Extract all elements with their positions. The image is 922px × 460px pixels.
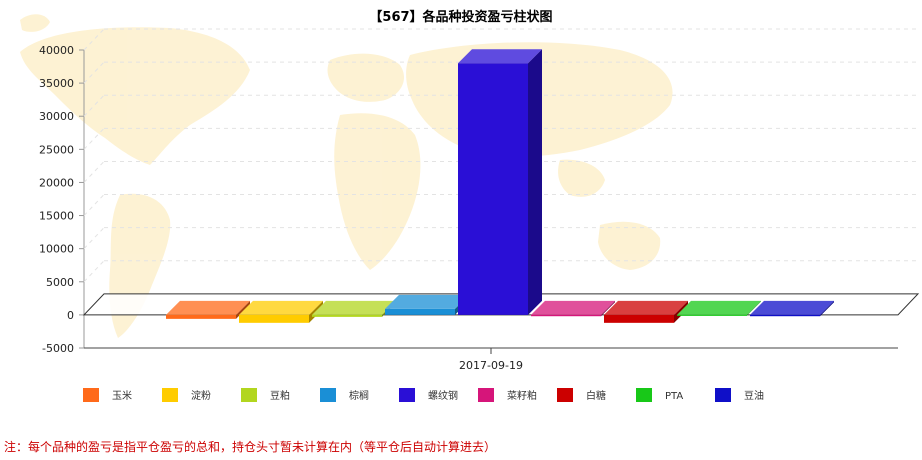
- y-tick-label: 10000: [39, 243, 74, 256]
- bar-top: [677, 300, 761, 315]
- grid-line-diagonal: [83, 61, 105, 84]
- bar-top: [239, 300, 323, 315]
- bar-front: [385, 308, 455, 315]
- bars: [166, 49, 834, 323]
- legend-swatch: [320, 388, 336, 402]
- bar-9: [750, 300, 834, 317]
- legend-label: 豆油: [744, 389, 764, 402]
- grid-lines: [83, 28, 918, 283]
- legend-label: 白糖: [586, 389, 606, 402]
- y-tick-label: 0: [67, 309, 74, 322]
- bar-side: [601, 300, 615, 317]
- legend-item-8: PTA: [636, 388, 683, 402]
- y-tick-label: 30000: [39, 110, 74, 123]
- bar-front: [312, 314, 382, 317]
- legend-label: 玉米: [112, 389, 132, 402]
- bar-2: [239, 300, 323, 323]
- bar-side: [820, 300, 834, 317]
- bar-top: [458, 49, 542, 64]
- bar-front: [239, 314, 309, 323]
- bar-top: [604, 300, 688, 315]
- legend-label: 豆粕: [270, 389, 290, 402]
- bar-7: [604, 300, 688, 323]
- legend-label: 淀粉: [191, 389, 211, 402]
- grid-line-diagonal: [83, 28, 105, 51]
- grid-line-diagonal: [83, 161, 105, 183]
- bar-6: [531, 300, 615, 317]
- y-tick-label: 40000: [39, 44, 74, 57]
- y-tick-label: 5000: [46, 276, 74, 289]
- bar-front: [750, 314, 820, 317]
- legend-item-4: 棕榈: [320, 388, 369, 402]
- bar-front: [677, 314, 747, 316]
- grid-line-diagonal: [83, 127, 105, 150]
- legend-swatch: [83, 388, 99, 402]
- y-tick-label: -5000: [42, 342, 74, 355]
- bar-front: [458, 63, 528, 315]
- bar-4: [385, 294, 469, 315]
- chart-title: 【567】各品种投资盈亏柱状图: [369, 9, 552, 25]
- y-tick-label: 20000: [39, 176, 74, 189]
- legend-label: PTA: [665, 391, 683, 402]
- bar-8: [677, 300, 761, 316]
- bar-1: [166, 300, 250, 319]
- legend-swatch: [241, 388, 257, 402]
- y-tick-label: 25000: [39, 143, 74, 156]
- bar-front: [166, 314, 236, 319]
- x-tick-label: 2017-09-19: [459, 359, 523, 372]
- legend-label: 棕榈: [349, 389, 369, 402]
- y-tick-label: 15000: [39, 210, 74, 223]
- grid-line-diagonal: [83, 260, 105, 283]
- y-axis: 40000 35000 30000 25000 20000 15000 10000 5000 0…: [39, 44, 898, 355]
- bar-top: [166, 300, 250, 315]
- bar-top: [750, 300, 834, 315]
- bar-3: [312, 300, 396, 317]
- legend-label: 螺纹钢: [428, 389, 458, 402]
- legend-label: 菜籽粕: [507, 389, 537, 402]
- legend-swatch: [557, 388, 573, 402]
- legend-item-9: 豆油: [715, 388, 764, 402]
- bar-side: [528, 49, 542, 315]
- bar-front: [531, 314, 601, 317]
- legend-item-6: 菜籽粕: [478, 388, 537, 402]
- bar-top: [385, 294, 469, 309]
- legend-swatch: [399, 388, 415, 402]
- footnote: 注：每个品种的盈亏是指平仓盈亏的总和，持仓头寸暂未计算在内（等平仓后自动计算进去…: [4, 440, 497, 454]
- bar-front: [604, 314, 674, 323]
- legend-swatch: [715, 388, 731, 402]
- grid-line-diagonal: [83, 227, 105, 250]
- legend-item-5: 螺纹钢: [399, 388, 458, 402]
- legend-item-7: 白糖: [557, 388, 606, 402]
- bar-top: [531, 300, 615, 315]
- y-tick-label: 35000: [39, 77, 74, 90]
- bar-5: [458, 49, 542, 315]
- bar-top: [312, 300, 396, 315]
- legend-item-2: 淀粉: [162, 388, 211, 402]
- legend-swatch: [162, 388, 178, 402]
- legend-swatch: [636, 388, 652, 402]
- grid-line-diagonal: [83, 94, 105, 117]
- legend-item-3: 豆粕: [241, 388, 290, 402]
- legend-swatch: [478, 388, 494, 402]
- legend-item-1: 玉米: [83, 388, 132, 402]
- bar-side: [747, 300, 761, 316]
- world-map-background: [20, 14, 673, 338]
- legend: 玉米 淀粉 豆粕 棕榈 螺纹钢 菜籽粕 白糖 PTA 豆油: [83, 388, 764, 402]
- bar-side: [236, 300, 250, 319]
- grid-line-diagonal: [83, 194, 105, 216]
